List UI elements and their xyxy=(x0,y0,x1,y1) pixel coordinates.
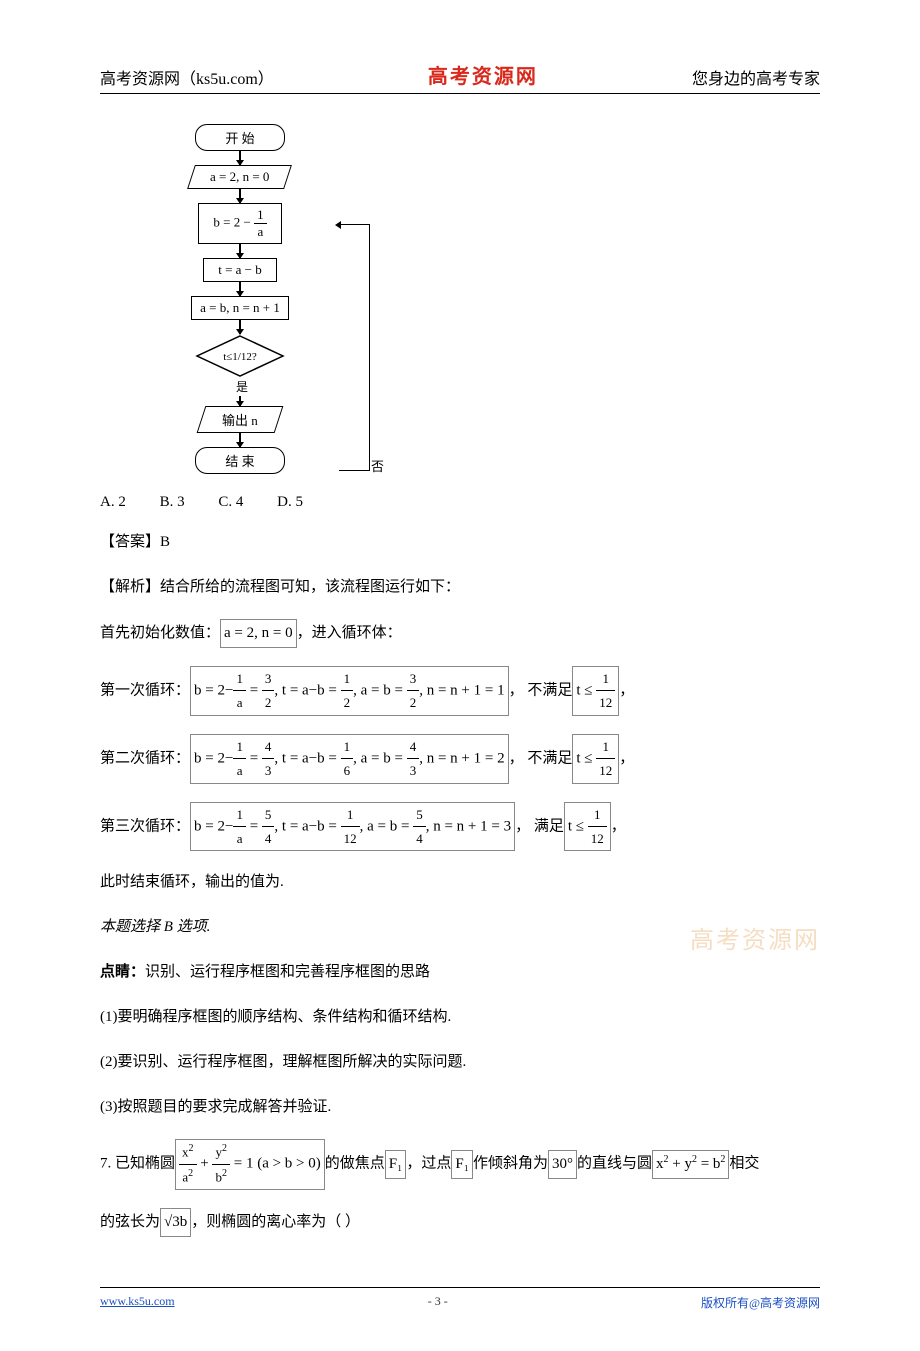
question-7-line2: 的弦长为√3b，则椭圆的离心率为（ ） xyxy=(100,1208,820,1237)
q7-angle: 30° xyxy=(548,1150,577,1179)
answer-line: 【答案】B xyxy=(100,529,820,556)
tip-3: (3)按照题目的要求完成解答并验证. xyxy=(100,1094,820,1121)
loop-1: 第一次循环：b = 2−1a = 32, t = a−b = 12, a = b… xyxy=(100,666,820,716)
flowchart-init: a = 2, n = 0 xyxy=(187,165,292,189)
flowchart-yes-label: 是 xyxy=(236,380,248,394)
page-header: 高考资源网（ks5u.com） 高考资源网 您身边的高考专家 xyxy=(100,60,820,94)
flowchart-step-b: b = 2 − 1a xyxy=(198,203,281,244)
q7-focus1: F₁ xyxy=(385,1150,407,1179)
flowchart-loop-line xyxy=(339,224,370,471)
tip-title: 点睛： xyxy=(100,964,145,980)
option-a: A. 2 xyxy=(100,494,126,510)
page-footer: www.ks5u.com - 3 - 版权所有@高考资源网 xyxy=(100,1287,820,1311)
footer-copyright: 版权所有@高考资源网 xyxy=(701,1294,820,1311)
svg-text:t≤1/12?: t≤1/12? xyxy=(223,351,257,363)
tips-title-line: 点睛：识别、运行程序框图和完善程序框图的思路 xyxy=(100,959,820,986)
footer-page-number: - 3 - xyxy=(428,1294,448,1311)
flowchart-output: 输出 n xyxy=(197,406,284,433)
flowchart-decision: t≤1/12? xyxy=(140,334,340,378)
flowchart-start: 开 始 xyxy=(195,124,285,151)
q7-chord: √3b xyxy=(160,1208,191,1237)
loop-2: 第二次循环：b = 2−1a = 43, t = a−b = 16, a = b… xyxy=(100,734,820,784)
loop2-cond: t ≤ 112 xyxy=(572,734,619,784)
loop3-cond: t ≤ 112 xyxy=(564,802,611,852)
loop1-box: b = 2−1a = 32, t = a−b = 12, a = b = 32,… xyxy=(190,666,509,716)
q7-ellipse: x2a2 + y2b2 = 1 (a > b > 0) xyxy=(175,1139,325,1189)
init-box: a = 2, n = 0 xyxy=(220,619,297,648)
flowchart-step-update: a = b, n = n + 1 xyxy=(191,296,289,320)
choose-b: 本题选择 B 选项. xyxy=(100,914,820,941)
loop-end: 此时结束循环，输出的值为. xyxy=(100,869,820,896)
header-center-logo: 高考资源网 xyxy=(428,60,538,89)
header-right: 您身边的高考专家 xyxy=(692,65,820,89)
init-line: 首先初始化数值：a = 2, n = 0，进入循环体： xyxy=(100,619,820,648)
footer-url[interactable]: www.ks5u.com xyxy=(100,1294,175,1311)
flowchart-end: 结 束 xyxy=(195,447,285,474)
flowchart-step-t: t = a − b xyxy=(203,258,277,282)
q7-focus2: F₁ xyxy=(451,1150,473,1179)
flowchart-diagram: 否 开 始 a = 2, n = 0 b = 2 − 1a t = a − b … xyxy=(140,124,340,474)
loop-3: 第三次循环：b = 2−1a = 54, t = a−b = 112, a = … xyxy=(100,802,820,852)
header-left: 高考资源网（ks5u.com） xyxy=(100,65,274,89)
tip-1: (1)要明确程序框图的顺序结构、条件结构和循环结构. xyxy=(100,1004,820,1031)
option-b: B. 3 xyxy=(160,494,185,510)
q7-circle: x2 + y2 = b2 xyxy=(652,1150,729,1179)
tip-2: (2)要识别、运行程序框图，理解框图所解决的实际问题. xyxy=(100,1049,820,1076)
page: 高考资源网（ks5u.com） 高考资源网 您身边的高考专家 否 开 始 a =… xyxy=(0,0,920,1351)
question-7: 7. 已知椭圆x2a2 + y2b2 = 1 (a > b > 0)的做焦点F₁… xyxy=(100,1139,820,1189)
loop1-cond: t ≤ 112 xyxy=(572,666,619,716)
option-c: C. 4 xyxy=(218,494,243,510)
explanation-intro: 【解析】结合所给的流程图可知，该流程图运行如下： xyxy=(100,574,820,601)
flowchart-no-label: 否 xyxy=(371,456,384,475)
loop2-box: b = 2−1a = 43, t = a−b = 16, a = b = 43,… xyxy=(190,734,509,784)
loop3-box: b = 2−1a = 54, t = a−b = 112, a = b = 54… xyxy=(190,802,515,852)
option-d: D. 5 xyxy=(277,494,303,510)
answer-options: A. 2 B. 3 C. 4 D. 5 xyxy=(100,494,820,511)
